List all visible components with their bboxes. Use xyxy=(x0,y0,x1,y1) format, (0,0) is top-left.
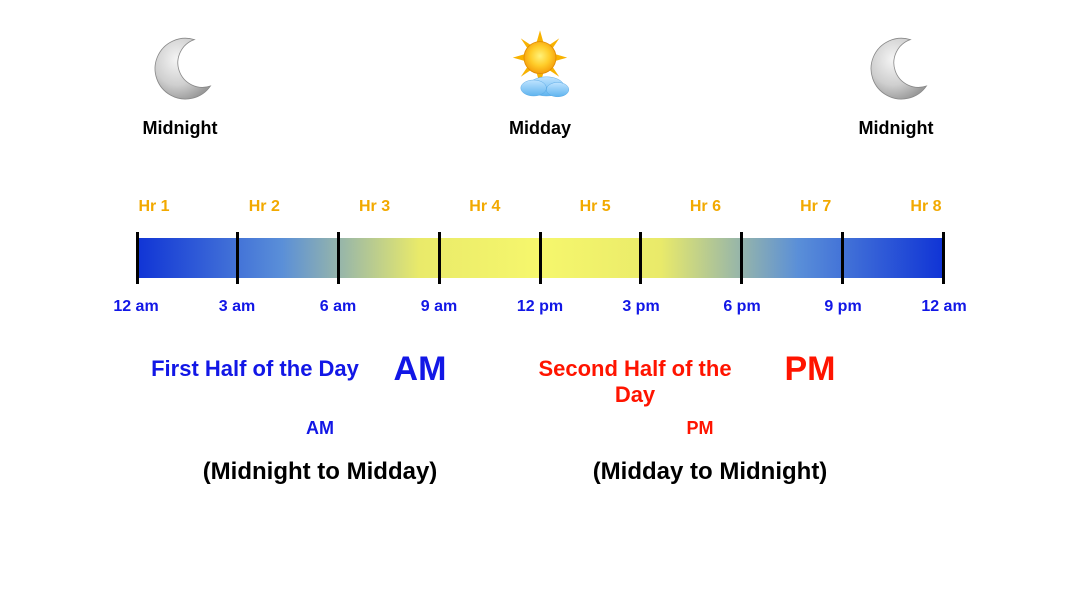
hours-row: Hr 1 Hr 2 Hr 3 Hr 4 Hr 5 Hr 6 Hr 7 Hr 8 xyxy=(124,198,956,216)
tick xyxy=(740,232,743,284)
time-label: 12 am xyxy=(106,298,166,316)
pm-half-title: Second Half of the Day xyxy=(520,356,750,408)
midnight-label-left: Midnight xyxy=(120,118,240,139)
time-label: 3 pm xyxy=(611,298,671,316)
tick xyxy=(841,232,844,284)
time-label: 9 pm xyxy=(813,298,873,316)
tick xyxy=(539,232,542,284)
pm-sub: PM xyxy=(670,418,730,439)
hour-label: Hr 7 xyxy=(786,198,846,216)
time-label: 12 am xyxy=(914,298,974,316)
day-timeline-diagram: Midnight xyxy=(0,0,1079,608)
time-label: 3 am xyxy=(207,298,267,316)
tick xyxy=(236,232,239,284)
pm-range: (Midday to Midnight) xyxy=(530,458,890,486)
tick xyxy=(136,232,139,284)
times-row: 12 am 3 am 6 am 9 am 12 pm 3 pm 6 pm 9 pm 12 am xyxy=(106,298,974,316)
hour-label: Hr 3 xyxy=(345,198,405,216)
am-sub: AM xyxy=(290,418,350,439)
hour-label: Hr 2 xyxy=(234,198,294,216)
time-label: 12 pm xyxy=(510,298,570,316)
am-tag: AM xyxy=(370,350,470,389)
tick xyxy=(337,232,340,284)
am-range: (Midnight to Midday) xyxy=(150,458,490,486)
moon-icon-right xyxy=(856,30,936,110)
time-label: 9 am xyxy=(409,298,469,316)
midday-label: Midday xyxy=(480,118,600,139)
tick xyxy=(942,232,945,284)
time-label: 6 am xyxy=(308,298,368,316)
hour-label: Hr 5 xyxy=(565,198,625,216)
hour-label: Hr 1 xyxy=(124,198,184,216)
moon-icon-left xyxy=(140,30,220,110)
pm-tag: PM xyxy=(760,350,860,389)
hour-label: Hr 6 xyxy=(675,198,735,216)
am-half-title: First Half of the Day xyxy=(150,356,360,382)
hour-label: Hr 8 xyxy=(896,198,956,216)
midnight-label-right: Midnight xyxy=(836,118,956,139)
tick xyxy=(639,232,642,284)
time-label: 6 pm xyxy=(712,298,772,316)
tick xyxy=(438,232,441,284)
hour-label: Hr 4 xyxy=(455,198,515,216)
sun-icon xyxy=(500,24,580,104)
